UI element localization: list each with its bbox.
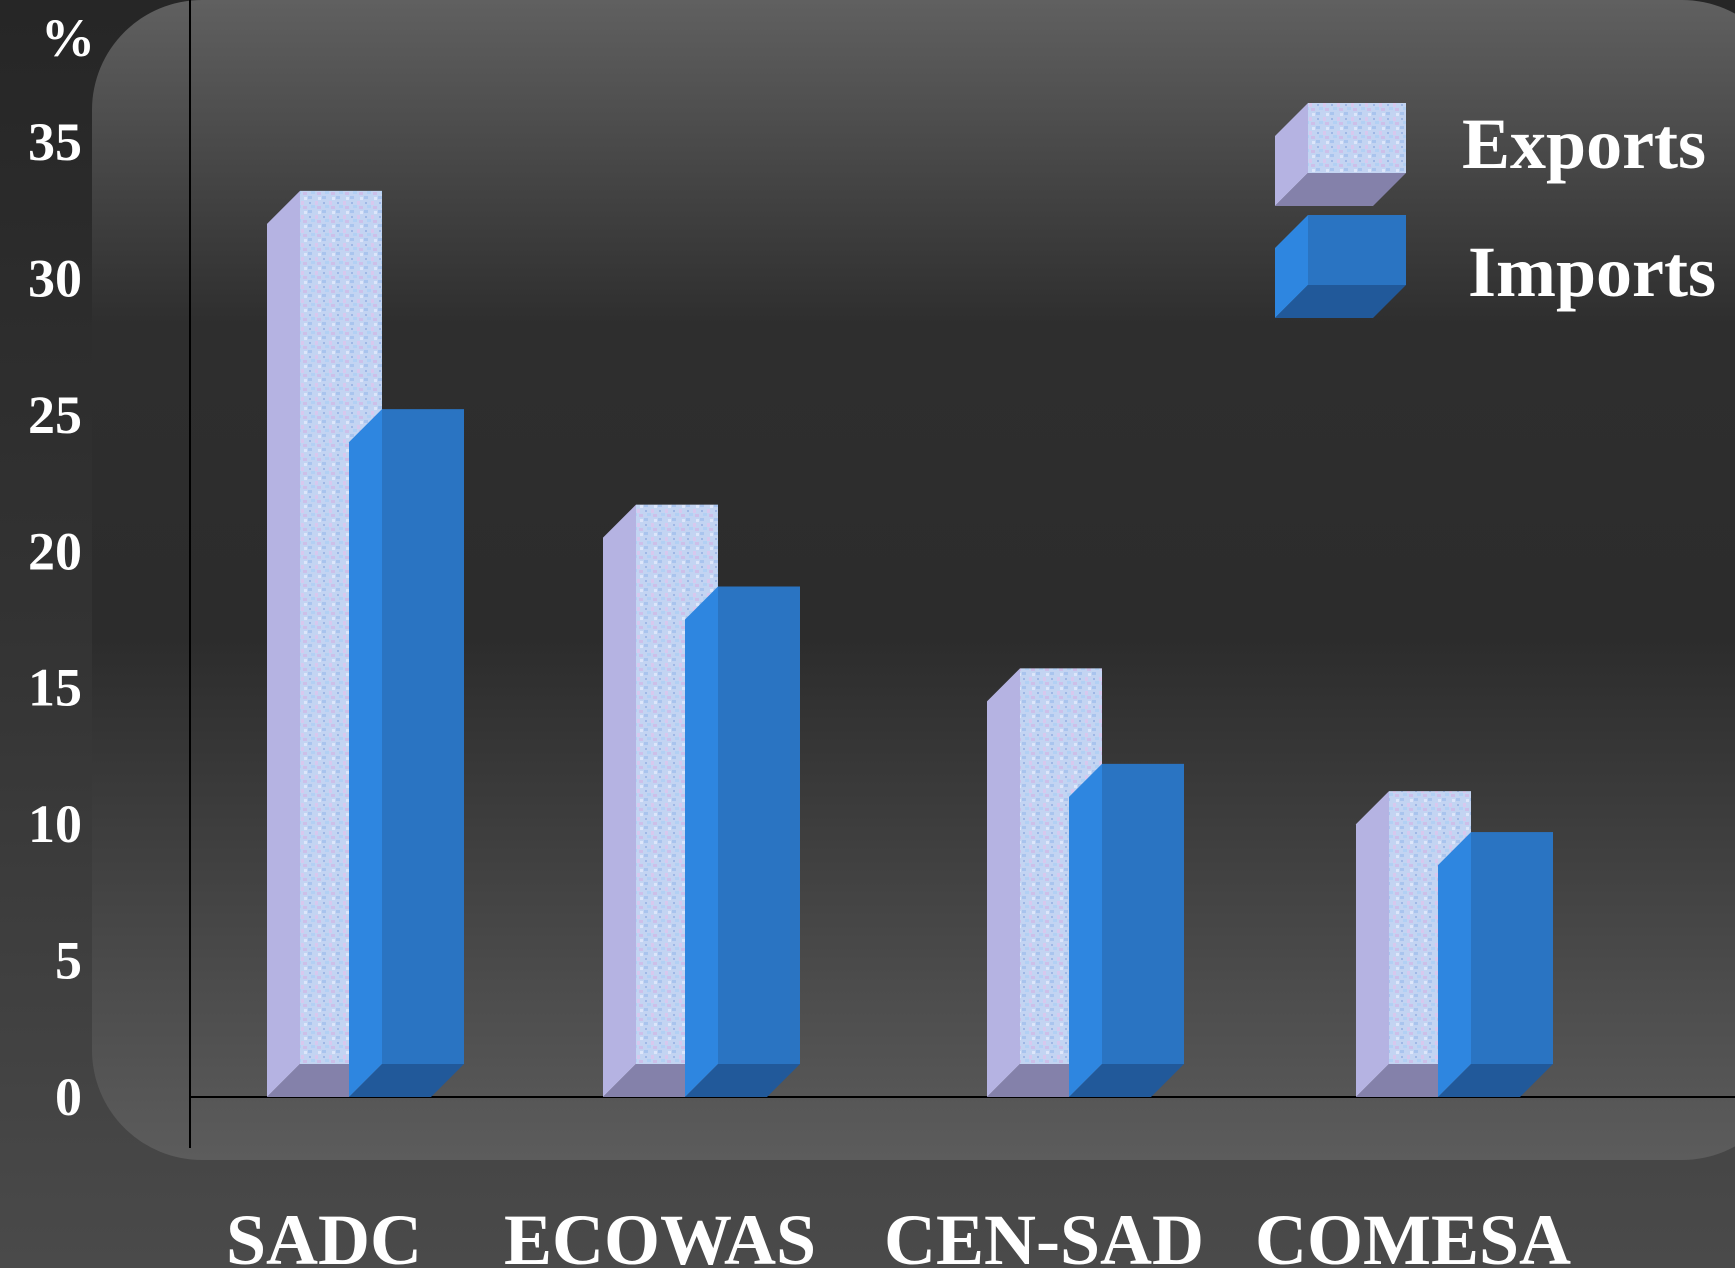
legend-label-imports: Imports	[1468, 232, 1716, 312]
y-tick-label: 15	[28, 658, 82, 718]
x-category-label: CEN-SAD	[884, 1200, 1204, 1268]
y-tick-label: 5	[55, 931, 82, 991]
imports-bar	[349, 409, 464, 1098]
y-tick-label: 30	[28, 248, 82, 308]
y-tick-label: 35	[28, 112, 82, 172]
x-category-label: COMESA	[1255, 1200, 1571, 1268]
axis-labels: % 0 5 10 15 20 25 30 35 SADC ECOWAS CEN-SAD COMESA	[28, 8, 1571, 1268]
legend-label-exports: Exports	[1462, 104, 1706, 184]
y-tick-label: 10	[28, 794, 82, 854]
bars	[267, 190, 1553, 1098]
legend-swatch-imports	[1275, 215, 1406, 318]
y-tick-label: 25	[28, 385, 82, 445]
x-category-label: ECOWAS	[504, 1200, 816, 1268]
y-axis-unit-label: %	[41, 8, 95, 68]
legend: Exports Imports	[1275, 103, 1716, 318]
y-tick-label: 0	[55, 1067, 82, 1127]
imports-bar	[1069, 763, 1184, 1097]
imports-bar	[1438, 832, 1553, 1097]
imports-bar	[685, 586, 800, 1097]
y-tick-label: 20	[28, 521, 82, 581]
x-category-label: SADC	[226, 1200, 422, 1268]
legend-swatch-exports	[1275, 103, 1406, 206]
